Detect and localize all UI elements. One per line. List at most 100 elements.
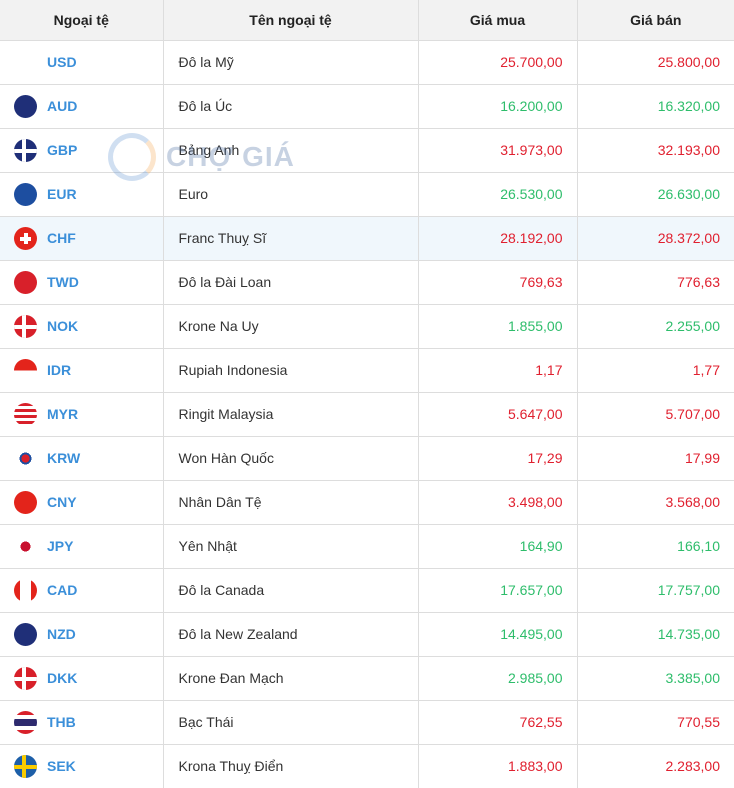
sell-price: 3.385,00	[577, 655, 734, 700]
table-row[interactable]: IDR Rupiah Indonesia 1,17 1,77	[0, 347, 734, 392]
header-currency-name: Tên ngoại tệ	[163, 0, 419, 40]
flag-cad-icon	[14, 578, 37, 602]
buy-price: 2.985,00	[418, 655, 578, 700]
currency-code[interactable]: NZD	[47, 626, 76, 642]
table-row[interactable]: CHF Franc Thuỵ Sĩ 28.192,00 28.372,00	[0, 215, 734, 260]
currency-code[interactable]: EUR	[47, 186, 77, 202]
currency-name: Rupiah Indonesia	[163, 347, 419, 392]
buy-price: 16.200,00	[418, 83, 578, 128]
table-row[interactable]: AUD Đô la Úc 16.200,00 16.320,00	[0, 83, 734, 128]
buy-price: 31.973,00	[418, 127, 578, 172]
currency-code[interactable]: AUD	[47, 98, 78, 114]
currency-name: Franc Thuỵ Sĩ	[163, 215, 419, 260]
sell-price: 26.630,00	[577, 171, 734, 216]
currency-code[interactable]: CNY	[47, 494, 77, 510]
currency-code[interactable]: USD	[47, 54, 77, 70]
flag-gbp-icon	[14, 138, 37, 162]
currency-code[interactable]: CHF	[47, 230, 76, 246]
currency-code[interactable]: IDR	[47, 362, 72, 378]
flag-myr-icon	[14, 402, 37, 426]
sell-price: 776,63	[577, 259, 734, 304]
currency-name: Đô la Đài Loan	[163, 259, 419, 304]
currency-name: Krone Na Uy	[163, 303, 419, 348]
table-row[interactable]: CAD Đô la Canada 17.657,00 17.757,00	[0, 567, 734, 612]
table-row[interactable]: TWD Đô la Đài Loan 769,63 776,63	[0, 259, 734, 304]
currency-code[interactable]: TWD	[47, 274, 79, 290]
currency-name: Krona Thuỵ Điển	[163, 743, 419, 788]
sell-price: 17.757,00	[577, 567, 734, 612]
buy-price: 1,17	[418, 347, 578, 392]
buy-price: 17.657,00	[418, 567, 578, 612]
sell-price: 2.283,00	[577, 743, 734, 788]
currency-name: Nhân Dân Tệ	[163, 479, 419, 524]
currency-code[interactable]: CAD	[47, 582, 78, 598]
sell-price: 5.707,00	[577, 391, 734, 436]
flag-twd-icon	[14, 270, 37, 294]
buy-price: 28.192,00	[418, 215, 578, 260]
flag-aud-icon	[14, 94, 37, 118]
table-header: Ngoại tệ Tên ngoại tệ Giá mua Giá bán	[0, 0, 734, 40]
buy-price: 164,90	[418, 523, 578, 568]
flag-thb-icon	[14, 710, 37, 734]
currency-name: Euro	[163, 171, 419, 216]
buy-price: 1.883,00	[418, 743, 578, 788]
currency-code[interactable]: JPY	[47, 538, 74, 554]
flag-jpy-icon	[14, 534, 37, 558]
currency-code[interactable]: THB	[47, 714, 76, 730]
currency-code[interactable]: KRW	[47, 450, 81, 466]
table-row[interactable]: JPY Yên Nhật 164,90 166,10	[0, 523, 734, 568]
currency-name: Đô la New Zealand	[163, 611, 419, 656]
flag-nok-icon	[14, 314, 37, 338]
header-buy-price: Giá mua	[418, 0, 578, 40]
currency-code[interactable]: DKK	[47, 670, 78, 686]
sell-price: 28.372,00	[577, 215, 734, 260]
sell-price: 32.193,00	[577, 127, 734, 172]
buy-price: 769,63	[418, 259, 578, 304]
table-row[interactable]: CNY Nhân Dân Tệ 3.498,00 3.568,00	[0, 479, 734, 524]
buy-price: 25.700,00	[418, 39, 578, 84]
flag-usd-icon	[14, 50, 37, 74]
currency-name: Krone Đan Mạch	[163, 655, 419, 700]
currency-name: Đô la Canada	[163, 567, 419, 612]
header-currency: Ngoại tệ	[0, 0, 164, 40]
currency-name: Ringit Malaysia	[163, 391, 419, 436]
currency-code[interactable]: NOK	[47, 318, 79, 334]
flag-dkk-icon	[14, 666, 37, 690]
sell-price: 17,99	[577, 435, 734, 480]
sell-price: 2.255,00	[577, 303, 734, 348]
table-row[interactable]: NZD Đô la New Zealand 14.495,00 14.735,0…	[0, 611, 734, 656]
sell-price: 770,55	[577, 699, 734, 744]
buy-price: 1.855,00	[418, 303, 578, 348]
flag-sek-icon	[14, 754, 37, 778]
flag-krw-icon	[14, 446, 37, 470]
currency-code[interactable]: GBP	[47, 142, 78, 158]
table-row[interactable]: SEK Krona Thuỵ Điển 1.883,00 2.283,00	[0, 743, 734, 788]
flag-eur-icon	[14, 182, 37, 206]
currency-name: Bạc Thái	[163, 699, 419, 744]
table-row[interactable]: KRW Won Hàn Quốc 17,29 17,99	[0, 435, 734, 480]
table-row[interactable]: MYR Ringit Malaysia 5.647,00 5.707,00	[0, 391, 734, 436]
table-row[interactable]: EUR Euro 26.530,00 26.630,00	[0, 171, 734, 216]
table-row[interactable]: THB Bạc Thái 762,55 770,55	[0, 699, 734, 744]
buy-price: 3.498,00	[418, 479, 578, 524]
sell-price: 166,10	[577, 523, 734, 568]
currency-code[interactable]: SEK	[47, 758, 76, 775]
currency-name: Yên Nhật	[163, 523, 419, 568]
currency-name: Bảng Anh	[163, 127, 419, 172]
buy-price: 17,29	[418, 435, 578, 480]
buy-price: 762,55	[418, 699, 578, 744]
table-row[interactable]: GBP Bảng Anh 31.973,00 32.193,00	[0, 127, 734, 172]
currency-name: Đô la Mỹ	[163, 39, 419, 84]
currency-name: Won Hàn Quốc	[163, 435, 419, 480]
table-row[interactable]: DKK Krone Đan Mạch 2.985,00 3.385,00	[0, 655, 734, 700]
currency-name: Đô la Úc	[163, 83, 419, 128]
currency-code[interactable]: MYR	[47, 406, 79, 422]
sell-price: 14.735,00	[577, 611, 734, 656]
flag-nzd-icon	[14, 622, 37, 646]
flag-idr-icon	[14, 358, 37, 382]
buy-price: 26.530,00	[418, 171, 578, 216]
table-row[interactable]: NOK Krone Na Uy 1.855,00 2.255,00	[0, 303, 734, 348]
table-row[interactable]: USD Đô la Mỹ 25.700,00 25.800,00	[0, 39, 734, 84]
sell-price: 16.320,00	[577, 83, 734, 128]
